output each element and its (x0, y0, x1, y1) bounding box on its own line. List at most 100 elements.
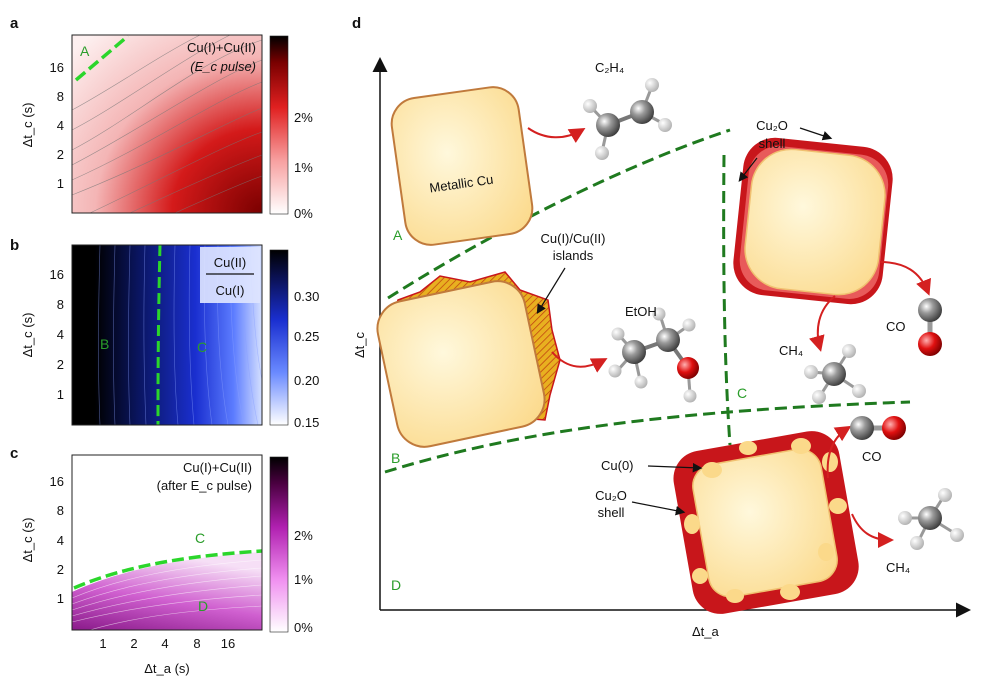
panel-c-cbtick-2: 0% (294, 620, 313, 635)
cu2o-bottom-pointer (631, 501, 686, 516)
panel-b-frame (71, 244, 263, 426)
panel-d-boundary-ab (387, 128, 731, 300)
panel-c-region-d: D (198, 598, 208, 614)
panel-c-ylabel: Δt_c (s) (20, 518, 35, 563)
panel-d-region-c: C (737, 385, 747, 401)
panel-c-xlabel: Δt_a (s) (144, 661, 190, 676)
panel-b-ylabel: Δt_c (s) (20, 313, 35, 358)
panel-c-label: c (10, 445, 18, 462)
panel-b-ratio-den: Cu(I) (216, 283, 245, 298)
co-molecule-icon-top (918, 298, 942, 356)
panel-c-title-2: (after E_c pulse) (157, 478, 252, 493)
arrow-to-etoh (551, 351, 608, 373)
ch4-molecule-icon-bottom (898, 488, 964, 550)
panel-b-ytick-3: 2 (57, 357, 64, 372)
panel-a-title-2: (E_c pulse) (190, 59, 256, 74)
panel-b-ratio-box (200, 247, 260, 303)
panel-d-ylabel: Δt_c (352, 331, 367, 358)
panel-d-region-a: A (393, 227, 403, 243)
islands-pointer (536, 267, 566, 315)
cu2o-bottom-label-1: Cu₂O (595, 488, 627, 503)
panel-c-boundary (73, 549, 263, 590)
panel-d-xlabel: Δt_a (692, 624, 720, 639)
ch4-top-label: CH₄ (779, 343, 803, 358)
panel-b-colorbar (269, 249, 289, 426)
arrow-to-co-top (879, 261, 931, 296)
arrow-to-co-bottom (826, 425, 852, 479)
panel-a-cbtick-1: 1% (294, 160, 313, 175)
panel-d-boundary-bd (384, 400, 911, 474)
panel-d-region-b: B (391, 450, 400, 466)
arrow-to-ch4-bottom (851, 513, 894, 548)
panel-c-ytick-3: 2 (57, 562, 64, 577)
panel-c-colorbar (269, 456, 289, 633)
cu2o-top-label-2: shell (759, 136, 786, 151)
cu2o-top-pointer-right (799, 127, 833, 141)
panel-a-ytick-4: 1 (57, 176, 64, 191)
panel-c: c Cu(I)+Cu(II) (after E_c pulse) C D 16 … (10, 445, 313, 676)
panel-a-contours (71, 34, 263, 214)
panel-c-cbtick-1: 1% (294, 572, 313, 587)
cu2o-shell-particle-top (733, 137, 893, 305)
panel-b-ytick-1: 8 (57, 297, 64, 312)
panel-a-ytick-2: 4 (57, 118, 64, 133)
panel-a-heatmap (72, 35, 262, 213)
panel-b-label: b (10, 237, 19, 254)
cu0-label: Cu(0) (601, 458, 634, 473)
panel-a-title-1: Cu(I)+Cu(II) (187, 40, 256, 55)
panel-a-ytick-1: 8 (57, 89, 64, 104)
panel-c-xtick-1: 2 (130, 636, 137, 651)
panel-a-ytick-3: 2 (57, 147, 64, 162)
cu0-pointer (647, 462, 703, 473)
panel-b-region-c: C (197, 339, 207, 355)
cu0-shell-particle (673, 431, 859, 614)
panel-a-cbtick-0: 2% (294, 110, 313, 125)
panel-c-xtick-2: 4 (161, 636, 168, 651)
panel-b-cbtick-0: 0.30 (294, 289, 319, 304)
panel-b-region-b: B (100, 336, 109, 352)
panel-a-colorbar (269, 35, 289, 215)
panel-c-title-1: Cu(I)+Cu(II) (183, 460, 252, 475)
panel-a-frame (71, 34, 263, 214)
panel-b-cbtick-1: 0.25 (294, 329, 319, 344)
islands-label-1: Cu(I)/Cu(II) (541, 231, 606, 246)
etoh-label: EtOH (625, 304, 657, 319)
panel-a-ytick-0: 16 (50, 60, 64, 75)
panel-c-ytick-0: 16 (50, 474, 64, 489)
panel-d-label: d (352, 15, 361, 32)
panel-c-xtick-0: 1 (99, 636, 106, 651)
etoh-molecule-icon (608, 307, 699, 403)
panel-d: d Δt_a Δt_c A B C D Metallic Cu (352, 15, 971, 639)
cu2o-top-pointer-left (738, 157, 758, 182)
panel-a-ylabel: Δt_c (s) (20, 103, 35, 148)
co-top-label: CO (886, 319, 906, 334)
panel-c-ytick-1: 8 (57, 503, 64, 518)
panel-c-ytick-2: 4 (57, 533, 64, 548)
ch4-molecule-icon-top (804, 344, 866, 404)
panel-b-ytick-0: 16 (50, 267, 64, 282)
panel-c-contours (71, 559, 263, 631)
panel-b-ytick-4: 1 (57, 387, 64, 402)
islands-label-2: islands (553, 248, 594, 263)
panel-c-heatmap (72, 552, 262, 630)
panel-b: b Cu(II) Cu(I) B C 16 8 4 2 1 Δt_c (s) (10, 237, 319, 430)
panel-a-boundary (74, 34, 130, 82)
panel-c-frame (71, 454, 263, 631)
panel-a-cbtick-2: 0% (294, 206, 313, 221)
co-bottom-label: CO (862, 449, 882, 464)
panel-c-xtick-3: 8 (193, 636, 200, 651)
c2h4-label: C₂H₄ (595, 60, 624, 75)
ch4-bottom-label: CH₄ (886, 560, 910, 575)
panel-b-cbtick-3: 0.15 (294, 415, 319, 430)
co-molecule-icon-bottom (850, 416, 906, 440)
c2h4-molecule-icon (583, 78, 672, 160)
metallic-cu-particle: Metallic Cu (390, 86, 534, 246)
panel-b-cbtick-2: 0.20 (294, 373, 319, 388)
panel-b-ytick-2: 4 (57, 327, 64, 342)
panel-a: a A Cu(I)+Cu(II) (E_c pulse) 16 8 4 2 1 … (10, 15, 313, 221)
panel-d-region-d: D (391, 577, 401, 593)
panel-a-label: a (10, 15, 19, 32)
panel-b-boundary (156, 244, 162, 426)
arrow-to-ch4-top (809, 295, 836, 352)
panel-c-ytick-4: 1 (57, 591, 64, 606)
